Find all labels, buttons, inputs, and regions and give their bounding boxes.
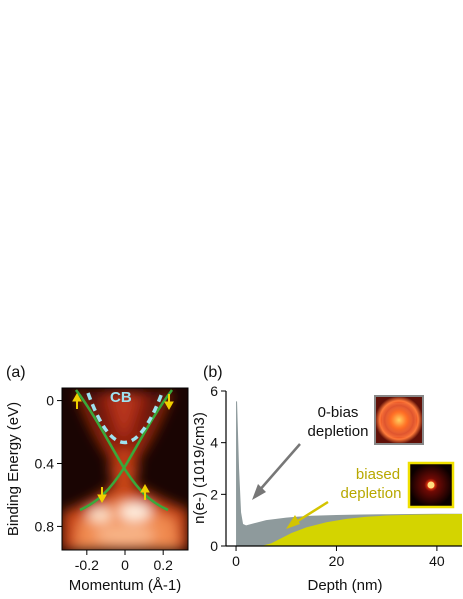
density-areas (236, 401, 462, 546)
panel-b-ytick-label: 6 (210, 383, 218, 399)
panel-b-ylabel: n(e-) (1019/cm3) (191, 412, 208, 524)
panel-b-ytick-label: 4 (210, 435, 218, 451)
panel-b-xtick-label: 40 (429, 553, 445, 569)
panel-a-ytick-label: 0.8 (35, 518, 55, 534)
zero-bias-text-line2: depletion (308, 423, 369, 440)
panel-b-xlabel: Depth (nm) (307, 577, 382, 594)
spin-arrow-up-right (140, 483, 150, 500)
panel-b-ytick-label: 0 (210, 538, 218, 554)
spin-arrow-down-right (164, 394, 174, 411)
inset-zero-bias-image (374, 395, 424, 445)
panel-b-xtick-label: 20 (329, 553, 345, 569)
cb-dashed-curve (86, 392, 164, 444)
panel-a-ylabel: Binding Energy (eV) (5, 402, 22, 536)
zero-bias-text-line1: 0-bias (318, 404, 359, 421)
panel-b-ytick-label: 2 (210, 486, 218, 502)
panel-a-xlabel: Momentum (Å-1) (69, 577, 182, 594)
spin-arrows (72, 392, 174, 504)
panel-b-xtick-label: 0 (232, 553, 240, 569)
panel-a-xtick-label: 0.2 (153, 557, 173, 573)
area-biased (236, 513, 462, 546)
panel-a-xtick-label: -0.2 (75, 557, 99, 573)
spin-arrow-up-left (72, 392, 82, 409)
cb-label: CB (110, 389, 132, 406)
panel-a-xtick-label: 0 (121, 557, 129, 573)
biased-text-line1: biased (356, 466, 400, 483)
biased-text-line2: depletion (341, 485, 402, 502)
zero-bias-arrow (252, 443, 301, 500)
dirac-band-right (79, 389, 174, 512)
panel-a-ytick-label: 0.4 (35, 455, 55, 471)
panel-b-axes: 0 20 40 0 2 4 6 (210, 383, 462, 569)
spin-arrow-down-left (97, 487, 107, 504)
biased-arrow (286, 500, 329, 529)
panel-b-label: (b) (203, 364, 223, 381)
panel-a-label: (a) (6, 364, 26, 381)
panel-a-axes: -0.2 0 0.2 0 0.4 0.8 (35, 393, 174, 573)
inset-biased-image (407, 461, 455, 509)
panel-a-ytick-label: 0 (46, 393, 54, 409)
arpes-heatmap (62, 388, 188, 550)
